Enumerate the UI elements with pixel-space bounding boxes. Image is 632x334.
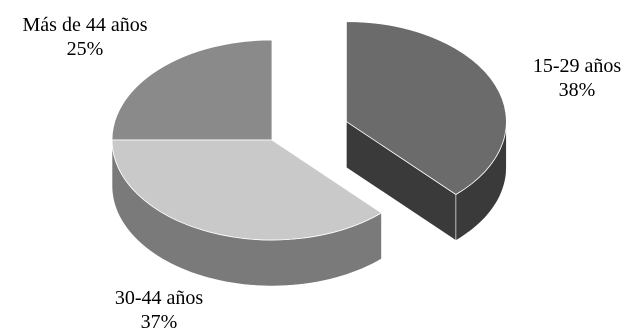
slice-name-mas-de-44: Más de 44 años: [0, 13, 170, 37]
slice-label-30-44: 30-44 años 37%: [84, 286, 234, 334]
slice-percent-mas-de-44: 25%: [0, 37, 170, 61]
slice-label-15-29: 15-29 años 38%: [516, 54, 632, 102]
slice-name-15-29: 15-29 años: [516, 54, 632, 78]
slice-percent-15-29: 38%: [516, 78, 632, 102]
slice-name-30-44: 30-44 años: [84, 286, 234, 310]
slice-label-mas-de-44: Más de 44 años 25%: [0, 13, 170, 61]
slice-percent-30-44: 37%: [84, 310, 234, 334]
